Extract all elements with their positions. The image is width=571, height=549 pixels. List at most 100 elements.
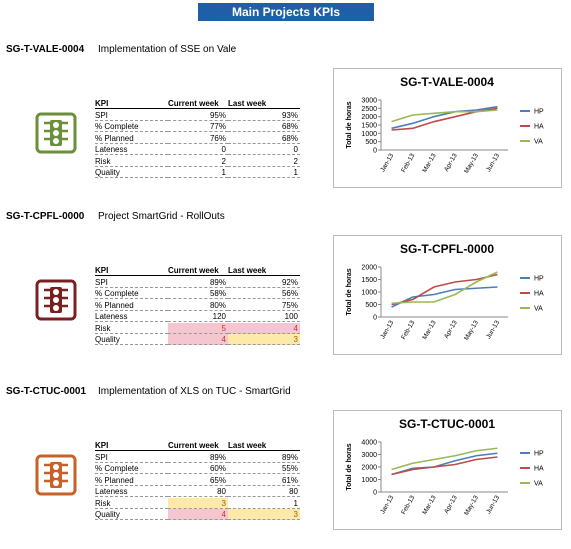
line-series [391, 447, 498, 471]
table-cell: 2 [228, 156, 300, 167]
table-cell: 60% [168, 463, 228, 474]
table-cell: 2 [168, 156, 228, 167]
table-cell: 76% [168, 133, 228, 144]
table-cell: Risk [95, 498, 168, 509]
table-cell: % Complete [95, 121, 168, 132]
table-cell: Lateness [95, 311, 168, 322]
legend-label: HA [534, 124, 544, 131]
table-cell: 55% [228, 463, 300, 474]
icon-arms [44, 288, 68, 308]
table-cell: 3 [228, 509, 300, 520]
y-tick-label: 0 [373, 315, 377, 322]
line-series [391, 109, 498, 123]
table-cell: 80% [168, 300, 228, 311]
table-cell: Quality [95, 509, 168, 520]
table-header: KPI [95, 98, 168, 109]
table-header: Last week [228, 440, 300, 451]
icon-lamp [53, 138, 59, 144]
table-cell: 80 [228, 486, 300, 497]
y-tick-label: 2500 [361, 106, 377, 113]
icon-lamp [53, 289, 59, 295]
table-cell: 65% [168, 475, 228, 486]
table-cell: 58% [168, 288, 228, 299]
y-tick-label: 500 [365, 302, 377, 309]
y-tick-label: 1500 [361, 277, 377, 284]
table-cell: 0 [168, 144, 228, 155]
table-cell: Risk [95, 156, 168, 167]
y-tick-label: 500 [365, 139, 377, 146]
table-cell: 120 [168, 311, 228, 322]
project-code: SG-T-VALE-0004 [6, 44, 85, 55]
line-series [391, 286, 498, 308]
table-cell: 68% [228, 121, 300, 132]
icon-lamp [53, 305, 59, 311]
table-cell: 5 [168, 322, 228, 334]
project-name: Project SmartGrid - RollOuts [98, 211, 225, 222]
y-tick-label: 2000 [361, 265, 377, 272]
icon-lamp [53, 472, 59, 478]
table-cell: % Planned [95, 475, 168, 486]
table-cell: 68% [228, 133, 300, 144]
table-cell: 75% [228, 300, 300, 311]
table-cell: % Planned [95, 133, 168, 144]
project-code: SG-T-CPFL-0000 [6, 211, 85, 222]
table-cell: 100 [228, 311, 300, 322]
y-tick-label: 4000 [361, 440, 377, 447]
table-cell: % Complete [95, 463, 168, 474]
table-cell: 89% [168, 452, 228, 463]
table-header: KPI [95, 265, 168, 276]
project-name: Implementation of SSE on Vale [98, 44, 237, 55]
table-cell: Lateness [95, 486, 168, 497]
y-axis-label: Total de horas [346, 443, 353, 490]
table-cell: 1 [168, 167, 228, 178]
table-cell: 4 [228, 322, 300, 334]
table-cell: 4 [168, 509, 228, 520]
icon-frame [35, 279, 77, 321]
y-tick-label: 0 [373, 490, 377, 497]
chart-frame [333, 235, 562, 355]
legend-label: HP [534, 109, 544, 116]
legend-label: VA [534, 481, 543, 488]
chart-frame [333, 68, 562, 188]
y-tick-label: 2000 [361, 465, 377, 472]
status-icon [35, 454, 77, 496]
table-cell: 1 [228, 498, 300, 509]
table-cell: Lateness [95, 144, 168, 155]
table-header: Last week [228, 98, 300, 109]
table-cell: 92% [228, 277, 300, 288]
y-tick-label: 3000 [361, 98, 377, 105]
y-tick-label: 0 [373, 148, 377, 155]
y-tick-label: 1000 [361, 477, 377, 484]
table-cell: 1 [228, 167, 300, 178]
icon-frame [35, 112, 77, 154]
table-cell: 4 [168, 334, 228, 345]
y-tick-label: 2000 [361, 114, 377, 121]
legend-label: HA [534, 291, 544, 298]
line-series [391, 273, 498, 306]
line-series [391, 456, 498, 476]
legend-label: HP [534, 276, 544, 283]
y-axis-label: Total de horas [346, 268, 353, 315]
icon-arms [44, 121, 68, 141]
chart: SG-T-CPFL-0000 Total de horas 0 500 1000 1500… [333, 235, 562, 355]
table-cell: Quality [95, 167, 168, 178]
table-cell: Risk [95, 323, 168, 334]
chart-title: SG-T-CTUC-0001 [399, 417, 495, 431]
project-name: Implementation of XLS on TUC - SmartGrid [98, 386, 291, 397]
table-cell: 89% [228, 452, 300, 463]
table-cell: SPI [95, 110, 168, 121]
icon-lamp [53, 480, 59, 486]
icon-arms [44, 463, 68, 483]
y-tick-label: 1500 [361, 123, 377, 130]
table-header: Current week [168, 98, 228, 109]
project-code: SG-T-CTUC-0001 [6, 386, 87, 397]
table-cell: % Planned [95, 300, 168, 311]
line-series [391, 271, 498, 305]
y-tick-label: 3000 [361, 452, 377, 459]
chart-title: SG-T-CPFL-0000 [400, 242, 494, 256]
table-cell: 3 [228, 334, 300, 345]
table-cell: 77% [168, 121, 228, 132]
table-cell: 56% [228, 288, 300, 299]
y-axis-label: Total de horas [346, 101, 353, 148]
page-title: Main Projects KPIs [198, 3, 374, 21]
